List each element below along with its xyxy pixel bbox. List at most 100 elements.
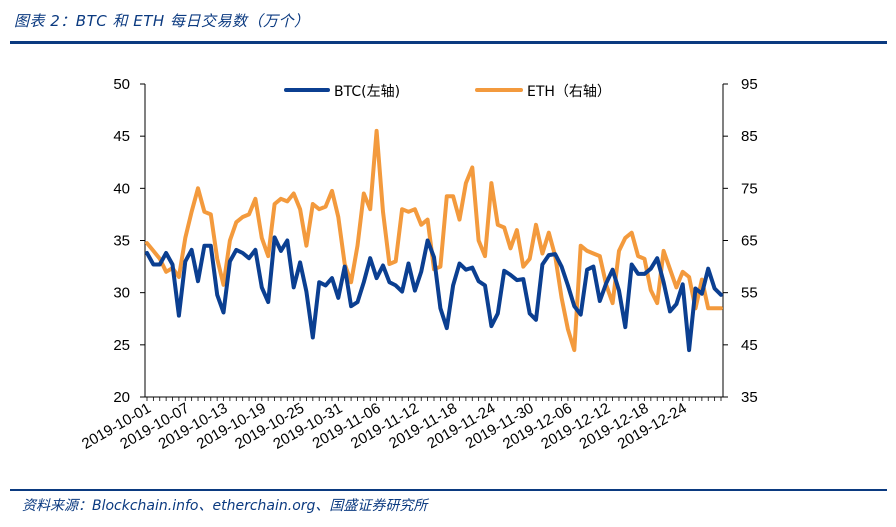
data-point-btc bbox=[547, 253, 550, 257]
right-tick-label: 85 bbox=[741, 128, 758, 145]
data-point-btc bbox=[324, 284, 327, 287]
data-point-eth bbox=[311, 202, 314, 206]
data-point-btc bbox=[413, 289, 417, 292]
data-point-btc bbox=[349, 305, 353, 308]
data-point-eth bbox=[177, 275, 181, 279]
right-tick-label: 35 bbox=[741, 389, 758, 406]
data-point-eth bbox=[566, 328, 570, 331]
data-point-btc bbox=[598, 299, 601, 303]
data-point-eth bbox=[592, 252, 595, 255]
data-point-btc bbox=[687, 348, 691, 352]
data-point-btc bbox=[707, 267, 710, 270]
data-point-btc bbox=[318, 281, 321, 284]
data-point-eth bbox=[267, 254, 270, 258]
data-point-btc bbox=[503, 269, 506, 272]
data-point-eth bbox=[349, 281, 353, 284]
data-point-eth bbox=[445, 195, 448, 198]
data-point-eth bbox=[203, 210, 206, 213]
data-point-eth bbox=[279, 197, 283, 200]
data-point-btc bbox=[458, 262, 461, 265]
left-tick-label: 20 bbox=[113, 389, 130, 406]
data-point-btc bbox=[566, 284, 570, 287]
data-point-btc bbox=[668, 310, 672, 313]
data-point-btc bbox=[177, 314, 181, 317]
data-point-eth bbox=[222, 283, 225, 286]
data-point-eth bbox=[439, 265, 442, 268]
right-tick-label: 65 bbox=[741, 233, 758, 250]
left-tick-label: 45 bbox=[113, 128, 130, 145]
data-point-btc bbox=[483, 284, 487, 287]
data-point-eth bbox=[343, 262, 346, 266]
data-point-eth bbox=[598, 254, 601, 258]
data-point-btc bbox=[528, 312, 531, 315]
data-point-eth bbox=[490, 181, 493, 185]
data-point-eth bbox=[254, 197, 257, 200]
data-point-eth bbox=[707, 307, 710, 310]
data-point-btc bbox=[675, 302, 678, 306]
data-point-btc bbox=[235, 248, 238, 252]
data-point-eth bbox=[541, 252, 544, 255]
data-point-eth bbox=[681, 270, 684, 273]
data-point-btc bbox=[394, 284, 397, 287]
data-point-eth bbox=[426, 218, 429, 221]
data-point-btc bbox=[490, 324, 493, 328]
data-point-btc bbox=[515, 278, 519, 282]
data-point-btc bbox=[362, 281, 365, 284]
data-point-eth bbox=[184, 236, 187, 240]
data-point-eth bbox=[216, 257, 219, 260]
data-point-btc bbox=[267, 300, 270, 304]
data-point-btc bbox=[554, 252, 557, 256]
data-point-btc bbox=[579, 313, 582, 316]
data-point-btc bbox=[158, 263, 161, 266]
data-point-btc bbox=[509, 273, 512, 277]
data-point-btc bbox=[439, 307, 442, 310]
right-tick-label: 55 bbox=[741, 285, 758, 302]
data-point-btc bbox=[298, 261, 302, 264]
data-point-eth bbox=[209, 213, 212, 216]
data-point-eth bbox=[617, 249, 621, 253]
data-point-btc bbox=[209, 244, 212, 247]
left-tick-label: 30 bbox=[113, 285, 130, 302]
data-point-eth bbox=[624, 236, 627, 240]
data-point-btc bbox=[700, 292, 704, 295]
data-point-btc bbox=[541, 263, 544, 266]
data-point-eth bbox=[164, 270, 168, 273]
data-point-btc bbox=[420, 270, 423, 273]
data-point-eth bbox=[369, 208, 372, 211]
data-point-btc bbox=[477, 280, 480, 283]
data-point-btc bbox=[164, 251, 168, 255]
data-point-eth bbox=[400, 208, 404, 211]
chart-legend: BTC(左轴) ETH（右轴） bbox=[284, 84, 611, 100]
data-point-btc bbox=[254, 248, 257, 252]
left-tick-label: 50 bbox=[113, 76, 130, 93]
data-point-eth bbox=[381, 210, 385, 213]
data-point-btc bbox=[636, 272, 640, 276]
data-point-eth bbox=[573, 348, 576, 352]
data-point-btc bbox=[605, 282, 608, 285]
data-point-btc bbox=[451, 284, 455, 287]
data-point-btc bbox=[203, 244, 206, 247]
data-point-eth bbox=[241, 215, 244, 219]
data-point-eth bbox=[560, 296, 563, 300]
data-point-eth bbox=[388, 262, 391, 266]
data-point-btc bbox=[694, 287, 697, 290]
data-point-eth bbox=[337, 215, 340, 219]
data-point-eth bbox=[668, 268, 672, 271]
data-point-eth bbox=[656, 301, 659, 305]
data-point-btc bbox=[407, 262, 410, 265]
data-point-eth bbox=[649, 288, 652, 292]
data-point-eth bbox=[579, 244, 582, 247]
data-point-eth bbox=[611, 301, 614, 305]
right-tick-label: 75 bbox=[741, 180, 758, 197]
data-point-eth bbox=[662, 249, 665, 253]
data-point-eth bbox=[375, 129, 378, 133]
data-point-btc bbox=[426, 239, 429, 242]
data-point-btc bbox=[400, 290, 404, 293]
data-point-eth bbox=[534, 223, 538, 226]
source-rule bbox=[10, 489, 887, 491]
data-point-eth bbox=[528, 257, 531, 260]
data-point-btc bbox=[617, 289, 621, 292]
data-point-eth bbox=[471, 166, 474, 169]
data-point-btc bbox=[241, 251, 244, 255]
data-point-btc bbox=[375, 276, 378, 280]
